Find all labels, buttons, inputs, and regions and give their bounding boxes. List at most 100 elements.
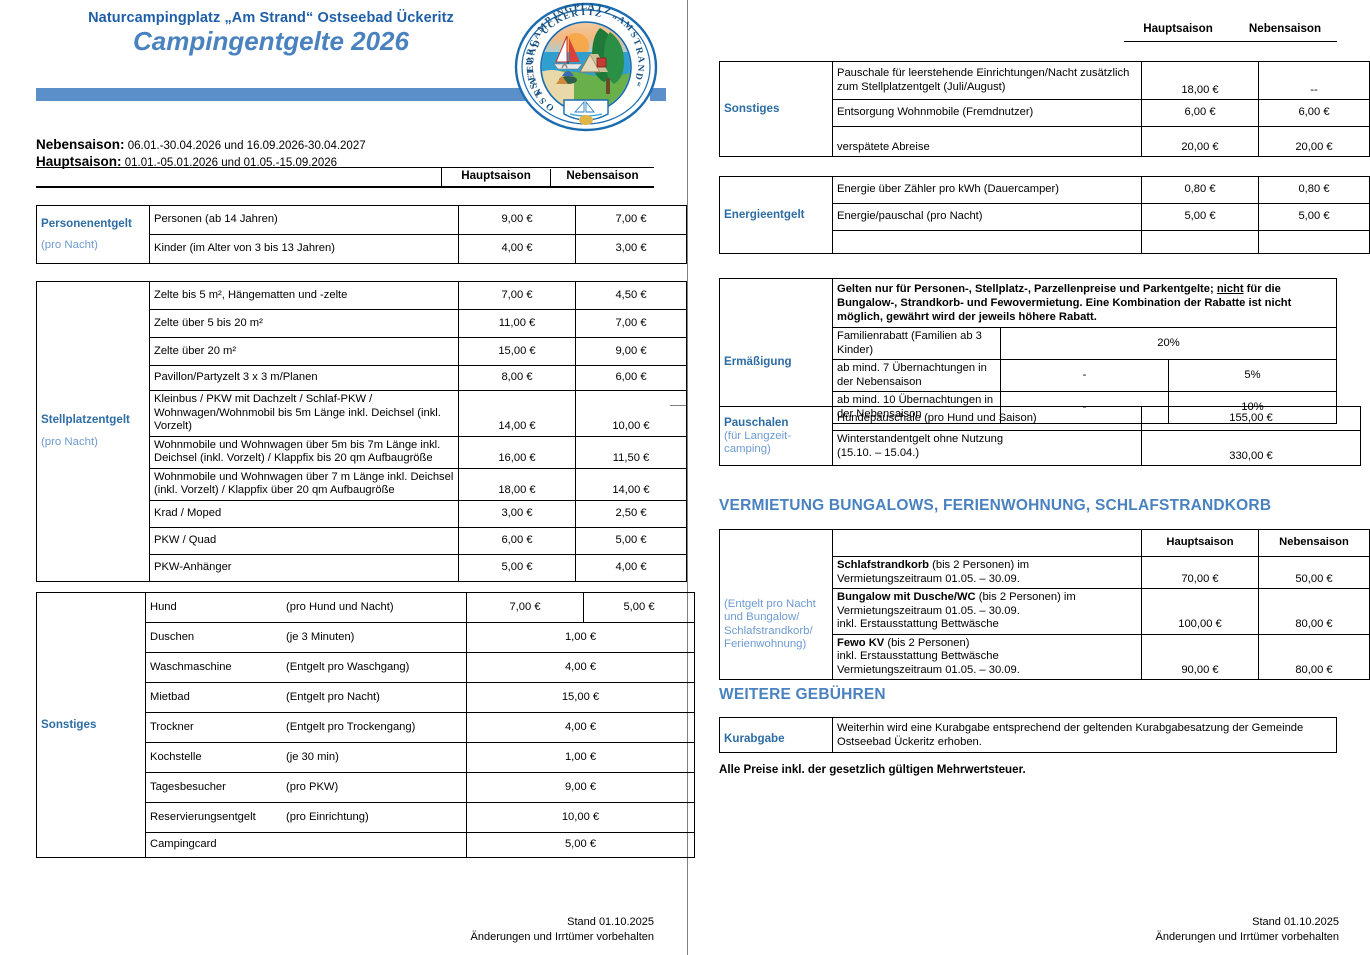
row-desc: Pauschale für leerstehende Einrichtungen…: [832, 61, 1142, 100]
vermietung-label-4: Ferienwohnung): [724, 638, 807, 650]
row-haupt: 70,00 €: [1141, 556, 1259, 589]
row-neben: 0,80 €: [1258, 176, 1370, 204]
svg-text:D: D: [531, 39, 543, 50]
table-row: ab mind. 7 Übernachtungen in der Nebensa…: [720, 359, 1337, 392]
svg-text:N: N: [635, 64, 645, 71]
row-price: 155,00 €: [1141, 406, 1361, 431]
tax-note: Alle Preise inkl. der gesetzlich gültige…: [719, 763, 1026, 776]
vermietung-label-2: und Bungalow/: [724, 611, 800, 623]
table-row: Zelte über 5 bis 20 m² 11,00 € 7,00 €: [37, 309, 687, 338]
header-blue-bar-segment: [650, 88, 666, 101]
row-unit: (Entgelt pro Nacht): [282, 682, 467, 713]
ermaessigung-table: Ermäßigung Gelten nur für Personen-, Ste…: [719, 278, 1337, 424]
row-desc: Tagesbesucher: [145, 772, 282, 803]
kurabgabe-label: Kurabgabe: [724, 732, 785, 746]
pauschalen-label: Pauschalen: [724, 416, 789, 430]
row-desc: Familienrabatt (Familien ab 3 Kinder): [832, 327, 1001, 360]
col-header-neben: Nebensaison: [1248, 22, 1322, 35]
row-neben: 11,50 €: [575, 435, 687, 469]
row-neben: 6,00 €: [1258, 99, 1370, 127]
campingplatz-logo: N A T U R C A M P I N G P L A T Z: [512, 2, 660, 132]
row-price: 4,00 €: [466, 712, 695, 743]
table-row: Waschmaschine (Entgelt pro Waschgang) 4,…: [37, 652, 695, 683]
row-neben: --: [1258, 61, 1370, 100]
row-unit: (je 30 min): [282, 742, 467, 773]
svg-text:T: T: [595, 3, 604, 14]
vermietung-header-blank: [832, 529, 1142, 557]
row-desc: ab mind. 7 Übernachtungen in der Nebensa…: [832, 359, 1001, 392]
row-desc: Campingcard: [145, 832, 282, 858]
svg-text:N: N: [556, 7, 567, 19]
row-haupt: 18,00 €: [1141, 61, 1259, 100]
table-row: Sonstiges Pauschale für leerstehende Ein…: [719, 61, 1370, 157]
row-desc: Waschmaschine: [145, 652, 282, 683]
row-desc: Energie/pauschal (pro Nacht): [832, 203, 1142, 231]
row-haupt: 5,00 €: [1141, 203, 1259, 231]
row-haupt: 4,00 €: [458, 234, 576, 264]
svg-text:C: C: [546, 19, 558, 31]
kurabgabe-table: Kurabgabe Weiterhin wird eine Kurabgabe …: [719, 717, 1337, 753]
sonstiges-right-label: Sonstiges: [724, 102, 780, 116]
row-desc: Wohnmobile und Wohnwagen über 7 m Länge …: [149, 467, 459, 501]
stellplatzentgelt-table: Stellplatzentgelt (pro Nacht) Zelte bis …: [36, 281, 687, 582]
row-desc: PKW-Anhänger: [149, 553, 459, 582]
row-haupt: 8,00 €: [458, 365, 576, 391]
row-haupt: 11,00 €: [458, 309, 576, 338]
svg-text:C: C: [528, 38, 540, 48]
personenentgelt-label: Personenentgelt: [41, 216, 132, 230]
row-haupt: 90,00 €: [1141, 633, 1259, 680]
row-unit: [282, 832, 467, 858]
svg-text:Z: Z: [602, 6, 611, 18]
table-row: Kurabgabe Weiterhin wird eine Kurabgabe …: [719, 717, 1337, 753]
svg-text:A: A: [587, 2, 595, 13]
row-desc: verspätete Abreise: [832, 126, 1142, 157]
ermaessigung-note: Gelten nur für Personen-, Stellplatz-, P…: [832, 278, 1337, 328]
row-extra-2: inkl. Erstausstattung Bettwäsche: [837, 618, 999, 630]
sonstiges-right-table: Sonstiges Pauschale für leerstehende Ein…: [719, 61, 1370, 157]
table-row: verspätete Abreise 20,00 € 20,00 €: [720, 126, 1370, 157]
row-neben: 9,00 €: [575, 337, 687, 366]
col-header-neben: Nebensaison: [566, 169, 639, 182]
document-header: Naturcampingplatz „Am Strand“ Ostseebad …: [36, 10, 656, 55]
svg-text:E: E: [526, 66, 536, 73]
hauptsaison-value: 01.01.-05.01.2026 und 01.05.-15.09.2026: [124, 157, 338, 169]
row-desc: Bungalow mit Dusche/WC (bis 2 Personen) …: [832, 588, 1142, 635]
row-desc: Mietbad: [145, 682, 282, 713]
table-row: Stellplatzentgelt (pro Nacht) Zelte bis …: [36, 281, 687, 581]
stellplatzentgelt-sublabel: (pro Nacht): [41, 435, 98, 448]
row-desc: Hundepauschale (pro Hund und Saison): [832, 406, 1142, 431]
svg-text:I: I: [581, 8, 586, 18]
table-row: Schlafstrandkorb (bis 2 Personen) im Ver…: [720, 556, 1370, 589]
left-page: Naturcampingplatz „Am Strand“ Ostseebad …: [36, 2, 695, 943]
sonstiges-left-table: Sonstiges Hund (pro Hund und Nacht) 7,00…: [36, 592, 695, 858]
svg-text:K: K: [553, 14, 565, 27]
pauschalen-sublabel-1: (für Langzeit-: [724, 429, 792, 442]
table-row: [720, 230, 1370, 254]
row-neben: 6,00 €: [575, 365, 687, 391]
svg-text:E: E: [527, 73, 538, 81]
svg-text:R: R: [633, 46, 645, 56]
row-neben: 4,50 €: [575, 281, 687, 310]
hauptsaison-line: Hauptsaison: 01.01.-05.01.2026 und 01.05…: [36, 154, 366, 171]
table-row: Fewo KV (bis 2 Personen) inkl. Erstausst…: [720, 633, 1370, 680]
svg-text:P: P: [543, 15, 554, 27]
row-haupt: 5,00 €: [458, 553, 576, 582]
row-haupt: 16,00 €: [458, 435, 576, 469]
nebensaison-label: Nebensaison:: [36, 137, 125, 152]
svg-text:T: T: [533, 87, 545, 98]
svg-text:Z: Z: [594, 9, 602, 20]
row-neben: 10,00 €: [575, 390, 687, 437]
svg-text:D: D: [633, 72, 644, 81]
row-haupt: [1141, 230, 1259, 254]
row-haupt: 7,00 €: [466, 592, 584, 623]
row-neben: 4,00 €: [575, 553, 687, 582]
row-desc: Wohnmobile und Wohnwagen über 5m bis 7m …: [149, 435, 459, 469]
row-desc: Energie über Zähler pro kWh (Dauercamper…: [832, 176, 1142, 204]
row-haupt: -: [1000, 359, 1169, 392]
table-row: Pavillon/Partyzelt 3 x 3 m/Planen 8,00 €…: [37, 365, 687, 391]
energieentgelt-table: Energieentgelt Energie über Zähler pro k…: [719, 176, 1370, 254]
row-price: 330,00 €: [1141, 430, 1361, 466]
row-title: Fewo KV: [837, 636, 885, 649]
sheet-divider: [687, 0, 688, 955]
hauptsaison-label: Hauptsaison:: [36, 154, 122, 169]
